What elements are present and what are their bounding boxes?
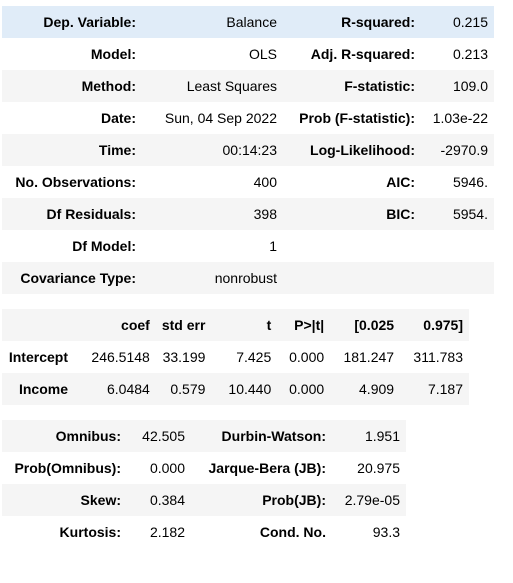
ci-low-cell: 4.909 bbox=[359, 381, 395, 397]
diagnostic-label: Jarque-Bera (JB): bbox=[208, 460, 326, 476]
diagnostic-value: 20.975 bbox=[357, 460, 400, 476]
summary-value: nonrobust bbox=[214, 270, 277, 286]
summary-row: Model: OLS Adj. R-squared: 0.213 bbox=[2, 38, 494, 70]
column-header: coef bbox=[121, 317, 150, 333]
summary-value: Sun, 04 Sep 2022 bbox=[164, 110, 277, 126]
diagnostics-row: Omnibus: 42.505 Durbin-Watson: 1.951 bbox=[2, 420, 406, 452]
diagnostic-label: Skew: bbox=[80, 492, 121, 508]
column-header: P>|t| bbox=[294, 317, 325, 333]
summary-label: BIC: bbox=[386, 206, 415, 222]
column-header bbox=[2, 309, 74, 341]
diagnostics-table: Omnibus: 42.505 Durbin-Watson: 1.951 Pro… bbox=[2, 420, 406, 548]
diagnostics-row: Kurtosis: 2.182 Cond. No. 93.3 bbox=[2, 516, 406, 548]
summary-row: Dep. Variable: Balance R-squared: 0.215 bbox=[2, 6, 494, 38]
summary-label: Df Residuals: bbox=[46, 206, 136, 222]
summary-label bbox=[283, 230, 421, 262]
summary-label: Dep. Variable: bbox=[43, 14, 136, 30]
summary-label: R-squared: bbox=[341, 14, 415, 30]
summary-value: 109.0 bbox=[452, 78, 488, 94]
summary-row: Df Residuals: 398 BIC: 5954. bbox=[2, 198, 494, 230]
diagnostic-label: Prob(Omnibus): bbox=[14, 460, 121, 476]
std-err-cell: 33.199 bbox=[162, 349, 206, 365]
summary-value: 0.213 bbox=[452, 46, 488, 62]
summary-label: F-statistic: bbox=[344, 78, 415, 94]
summary-row: Method: Least Squares F-statistic: 109.0 bbox=[2, 70, 494, 102]
row-name: Income bbox=[18, 381, 68, 397]
diagnostic-value: 42.505 bbox=[142, 428, 185, 444]
table-row: Intercept 246.5148 33.199 7.425 0.000 18… bbox=[2, 341, 469, 373]
summary-label: Covariance Type: bbox=[20, 270, 136, 286]
t-cell: 10.440 bbox=[228, 381, 272, 397]
std-err-cell: 0.579 bbox=[170, 381, 206, 397]
diagnostic-label: Prob(JB): bbox=[262, 492, 326, 508]
diagnostic-value: 93.3 bbox=[372, 524, 400, 540]
diagnostics-row: Skew: 0.384 Prob(JB): 2.79e-05 bbox=[2, 484, 406, 516]
summary-row: Date: Sun, 04 Sep 2022 Prob (F-statistic… bbox=[2, 102, 494, 134]
coefficients-table: coef std err t P>|t| [0.025 0.975] Inter… bbox=[2, 309, 469, 405]
summary-value: 1.03e-22 bbox=[432, 110, 488, 126]
summary-value bbox=[421, 262, 494, 294]
summary-row: Covariance Type: nonrobust bbox=[2, 262, 494, 294]
column-header: [0.025 bbox=[354, 317, 395, 333]
summary-value: 5946. bbox=[452, 174, 488, 190]
column-header: 0.975] bbox=[423, 317, 463, 333]
summary-value: -2970.9 bbox=[440, 142, 488, 158]
coefficients-header-row: coef std err t P>|t| [0.025 0.975] bbox=[2, 309, 469, 341]
coef-cell: 246.5148 bbox=[91, 349, 150, 365]
t-cell: 7.425 bbox=[236, 349, 272, 365]
diagnostic-label: Omnibus: bbox=[55, 428, 121, 444]
summary-row: Time: 00:14:23 Log-Likelihood: -2970.9 bbox=[2, 134, 494, 166]
diagnostic-value: 0.384 bbox=[149, 492, 185, 508]
diagnostic-label: Cond. No. bbox=[259, 524, 326, 540]
summary-value: 0.215 bbox=[452, 14, 488, 30]
summary-value: 5954. bbox=[452, 206, 488, 222]
summary-label: Prob (F-statistic): bbox=[299, 110, 415, 126]
diagnostic-label: Kurtosis: bbox=[59, 524, 121, 540]
summary-label: AIC: bbox=[386, 174, 415, 190]
diagnostic-value: 0.000 bbox=[149, 460, 185, 476]
diagnostic-value: 2.79e-05 bbox=[344, 492, 400, 508]
summary-label: Log-Likelihood: bbox=[310, 142, 415, 158]
summary-label: Time: bbox=[98, 142, 136, 158]
table-row: Income 6.0484 0.579 10.440 0.000 4.909 7… bbox=[2, 373, 469, 405]
diagnostic-label: Durbin-Watson: bbox=[221, 428, 326, 444]
summary-row: Df Model: 1 bbox=[2, 230, 494, 262]
row-name: Intercept bbox=[8, 349, 68, 365]
summary-label: Adj. R-squared: bbox=[310, 46, 415, 62]
p-cell: 0.000 bbox=[289, 381, 325, 397]
p-cell: 0.000 bbox=[289, 349, 325, 365]
diagnostics-row: Prob(Omnibus): 0.000 Jarque-Bera (JB): 2… bbox=[2, 452, 406, 484]
ci-high-cell: 311.783 bbox=[413, 349, 463, 365]
summary-label: Date: bbox=[100, 110, 136, 126]
diagnostic-value: 2.182 bbox=[149, 524, 185, 540]
diagnostic-value: 1.951 bbox=[364, 428, 400, 444]
summary-label: Model: bbox=[90, 46, 136, 62]
summary-value: 400 bbox=[253, 174, 277, 190]
summary-label: Method: bbox=[81, 78, 136, 94]
summary-label bbox=[283, 262, 421, 294]
summary-label: No. Observations: bbox=[15, 174, 136, 190]
summary-value: OLS bbox=[248, 46, 277, 62]
summary-value: 1 bbox=[269, 238, 277, 254]
ci-low-cell: 181.247 bbox=[343, 349, 395, 365]
model-summary-table: Dep. Variable: Balance R-squared: 0.215 … bbox=[2, 6, 494, 294]
summary-label: Df Model: bbox=[72, 238, 136, 254]
summary-row: No. Observations: 400 AIC: 5946. bbox=[2, 166, 494, 198]
summary-value bbox=[421, 230, 494, 262]
summary-value: Balance bbox=[226, 14, 277, 30]
summary-value: 00:14:23 bbox=[222, 142, 278, 158]
ci-high-cell: 7.187 bbox=[427, 381, 463, 397]
summary-value: Least Squares bbox=[186, 78, 277, 94]
column-header: std err bbox=[161, 317, 206, 333]
coef-cell: 6.0484 bbox=[107, 381, 150, 397]
summary-value: 398 bbox=[253, 206, 277, 222]
column-header: t bbox=[266, 317, 272, 333]
